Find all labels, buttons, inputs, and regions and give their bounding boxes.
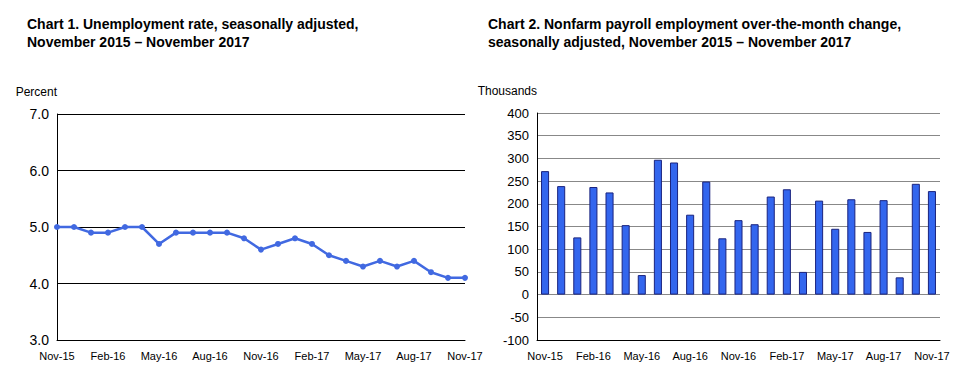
svg-text:Chart 2. Nonfarm payroll emplo: Chart 2. Nonfarm payroll employment over… xyxy=(488,16,901,32)
svg-text:Chart 1. Unemployment rate, se: Chart 1. Unemployment rate, seasonally a… xyxy=(27,16,358,32)
svg-text:Feb-17: Feb-17 xyxy=(769,350,804,362)
svg-text:Nov-17: Nov-17 xyxy=(914,350,949,362)
svg-text:May-16: May-16 xyxy=(623,350,660,362)
svg-text:0: 0 xyxy=(522,287,529,302)
svg-text:7.0: 7.0 xyxy=(30,106,50,122)
svg-text:May-16: May-16 xyxy=(141,350,178,362)
svg-text:Nov-16: Nov-16 xyxy=(721,350,756,362)
svg-text:350: 350 xyxy=(507,128,529,143)
svg-text:Feb-16: Feb-16 xyxy=(576,350,611,362)
svg-text:seasonally adjusted, November: seasonally adjusted, November 2015 – Nov… xyxy=(488,34,852,50)
svg-text:50: 50 xyxy=(515,264,529,279)
svg-text:400: 400 xyxy=(507,106,529,121)
svg-text:200: 200 xyxy=(507,196,529,211)
svg-text:3.0: 3.0 xyxy=(30,332,50,348)
svg-text:Feb-17: Feb-17 xyxy=(295,350,330,362)
svg-text:4.0: 4.0 xyxy=(30,276,50,292)
svg-text:Aug-16: Aug-16 xyxy=(192,350,227,362)
svg-text:November 2015 – November 2017: November 2015 – November 2017 xyxy=(27,34,250,50)
svg-text:May-17: May-17 xyxy=(345,350,382,362)
svg-text:Nov-15: Nov-15 xyxy=(527,350,562,362)
svg-text:6.0: 6.0 xyxy=(30,163,50,179)
svg-text:-50: -50 xyxy=(510,310,529,325)
svg-text:Nov-16: Nov-16 xyxy=(243,350,278,362)
svg-text:Nov-17: Nov-17 xyxy=(447,350,482,362)
svg-text:-100: -100 xyxy=(503,333,529,348)
svg-text:May-17: May-17 xyxy=(817,350,854,362)
svg-text:Thousands: Thousands xyxy=(478,84,537,98)
svg-text:Percent: Percent xyxy=(16,85,58,99)
svg-text:100: 100 xyxy=(507,242,529,257)
svg-text:Feb-16: Feb-16 xyxy=(91,350,126,362)
svg-text:Aug-16: Aug-16 xyxy=(672,350,707,362)
svg-text:Aug-17: Aug-17 xyxy=(396,350,431,362)
svg-text:5.0: 5.0 xyxy=(30,219,50,235)
svg-text:300: 300 xyxy=(507,151,529,166)
svg-text:Nov-15: Nov-15 xyxy=(39,350,74,362)
svg-text:150: 150 xyxy=(507,219,529,234)
svg-text:Aug-17: Aug-17 xyxy=(866,350,901,362)
svg-text:250: 250 xyxy=(507,174,529,189)
